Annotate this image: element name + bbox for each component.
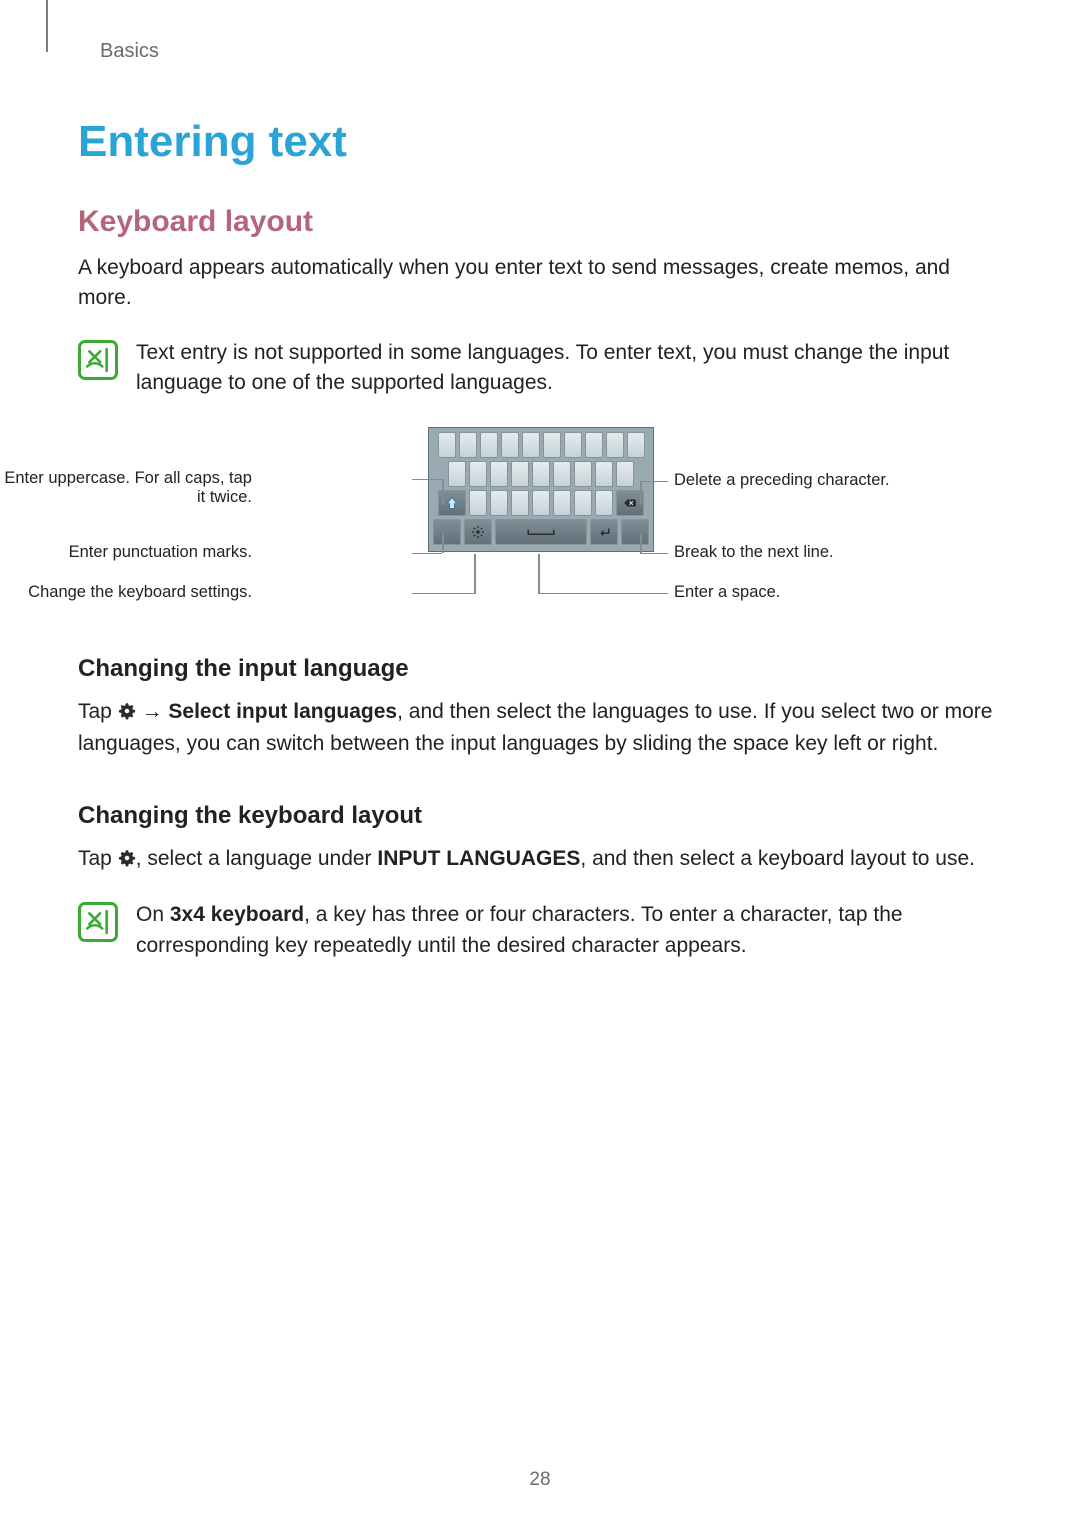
enter-key bbox=[590, 519, 618, 545]
keyboard-layout-intro: A keyboard appears automatically when yo… bbox=[78, 253, 1002, 314]
extra-key bbox=[621, 519, 649, 545]
note-3x4-text: On 3x4 keyboard, a key has three or four… bbox=[136, 900, 1002, 961]
label-enter: Break to the next line. bbox=[674, 543, 834, 562]
label-gear: Change the keyboard settings. bbox=[28, 583, 252, 602]
note-language-text: Text entry is not supported in some lang… bbox=[136, 338, 1002, 399]
sym-key bbox=[433, 519, 461, 545]
gear-icon bbox=[118, 846, 136, 876]
note-icon bbox=[78, 902, 118, 942]
subheading-keyboard-layout-change: Changing the keyboard layout bbox=[78, 802, 1002, 830]
section-heading-keyboard-layout: Keyboard layout bbox=[78, 205, 1002, 239]
page-title: Entering text bbox=[78, 117, 1002, 167]
page-number: 28 bbox=[0, 1469, 1080, 1491]
label-shift: Enter uppercase. For all caps, tap it tw… bbox=[4, 469, 252, 507]
label-space: Enter a space. bbox=[674, 583, 780, 602]
note-icon bbox=[78, 340, 118, 380]
keyboard-illustration bbox=[428, 427, 654, 552]
label-sym: Enter punctuation marks. bbox=[69, 543, 252, 562]
side-rule bbox=[46, 0, 48, 52]
breadcrumb: Basics bbox=[100, 40, 1002, 63]
gear-key bbox=[464, 519, 492, 545]
space-key bbox=[495, 519, 587, 545]
subheading-input-language: Changing the input language bbox=[78, 655, 1002, 683]
note-3x4-keyboard: On 3x4 keyboard, a key has three or four… bbox=[78, 900, 1002, 961]
keyboard-diagram: Enter uppercase. For all caps, tap it tw… bbox=[78, 427, 1002, 627]
gear-icon bbox=[118, 699, 136, 729]
input-language-text: Tap → Select input languages, and then s… bbox=[78, 697, 1002, 760]
note-language-support: Text entry is not supported in some lang… bbox=[78, 338, 1002, 399]
label-backspace: Delete a preceding character. bbox=[674, 471, 890, 490]
keyboard-layout-change-text: Tap , select a language under INPUT LANG… bbox=[78, 844, 1002, 876]
